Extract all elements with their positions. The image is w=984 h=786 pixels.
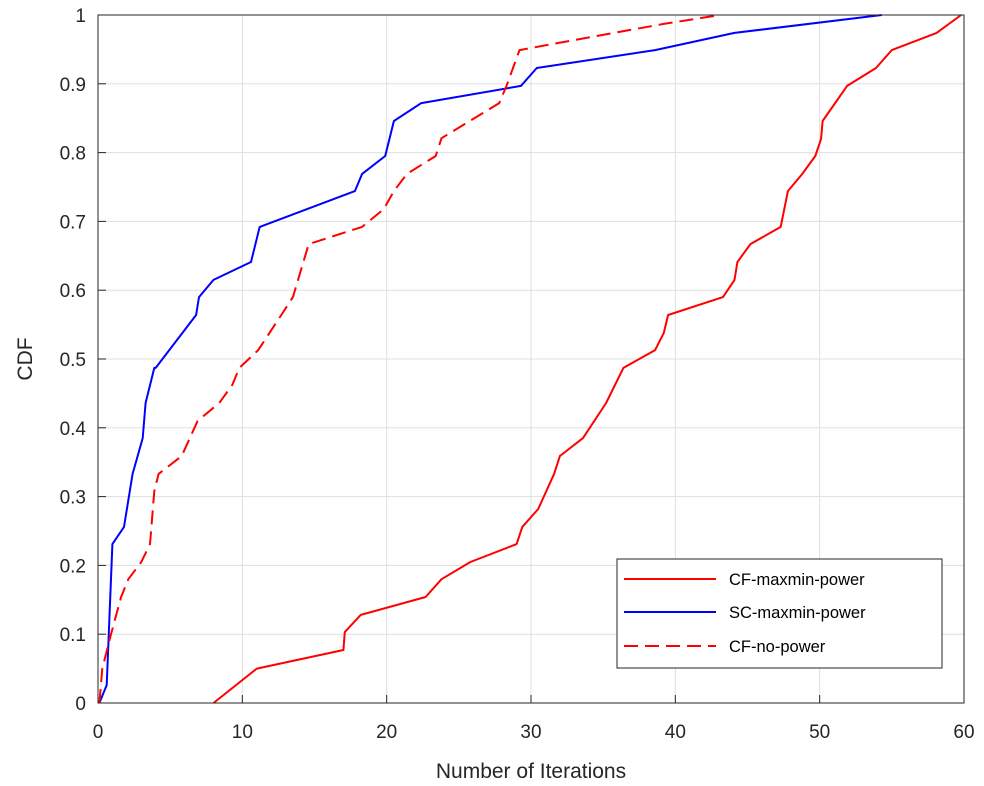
y-tick-label: 0.3 xyxy=(60,488,86,509)
y-tick-label: 0.5 xyxy=(60,350,86,371)
y-tick-label: 0.7 xyxy=(60,212,86,233)
x-tick-label: 20 xyxy=(376,722,397,743)
x-tick-label: 0 xyxy=(93,722,104,743)
tick-labels: 0 10 20 30 40 50 60 0 0.1 0.2 0.3 0.4 0.5 0.6 0.7 0.8 0.… xyxy=(60,6,975,743)
legend-box xyxy=(616,558,943,669)
grid xyxy=(98,15,964,703)
y-tick-label: 0.9 xyxy=(60,75,86,96)
series-line-cf-maxmin-power xyxy=(212,14,962,704)
series-line-sc-maxmin-power xyxy=(98,14,882,704)
y-tick-label: 0.8 xyxy=(60,144,86,165)
legend-label-cf-maxmin-power: CF-maxmin-power xyxy=(729,571,865,589)
x-axis-title: Number of Iterations xyxy=(436,760,626,783)
legend-label-cf-no-power: CF-no-power xyxy=(729,638,826,656)
legend: CF-maxmin-power SC-maxmin-power CF-no-po… xyxy=(616,558,943,669)
y-tick-label: 0.6 xyxy=(60,281,86,302)
x-tick-label: 60 xyxy=(953,722,974,743)
y-axis-title: CDF xyxy=(14,337,37,380)
y-tick-label: 0.2 xyxy=(60,556,86,577)
y-tick-label: 0.4 xyxy=(60,419,87,440)
x-tick-label: 40 xyxy=(665,722,686,743)
legend-label-sc-maxmin-power: SC-maxmin-power xyxy=(729,604,866,622)
series-layer xyxy=(98,14,962,704)
y-tick-label: 1 xyxy=(75,6,86,27)
x-tick-label: 10 xyxy=(232,722,253,743)
ticks xyxy=(97,14,965,704)
y-tick-label: 0 xyxy=(75,694,86,715)
x-tick-label: 30 xyxy=(520,722,541,743)
y-tick-label: 0.1 xyxy=(60,625,86,646)
x-tick-label: 50 xyxy=(809,722,830,743)
series-line-cf-no-power xyxy=(98,14,721,704)
